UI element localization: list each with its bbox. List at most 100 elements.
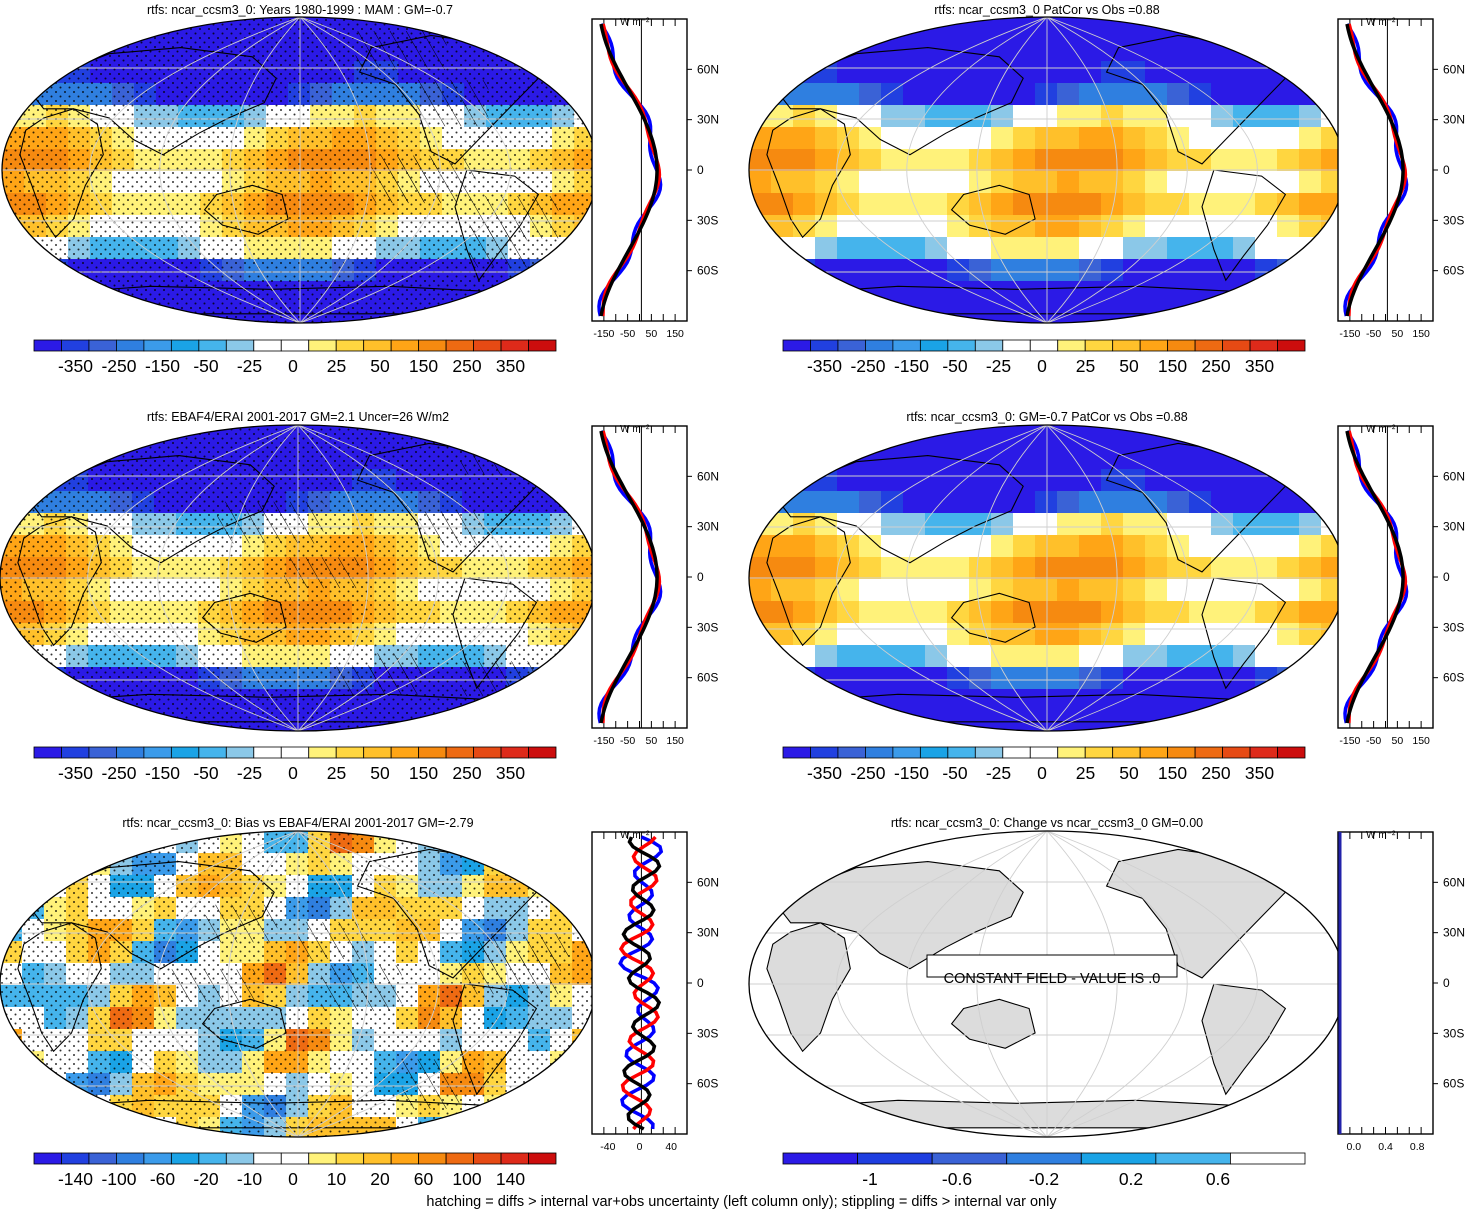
colorbar-swatch: [253, 1152, 282, 1165]
coastline: [950, 592, 1036, 643]
hatching: [460, 439, 533, 475]
colorbar-label: 50: [370, 356, 390, 376]
colorbar-label: -100: [101, 1169, 136, 1189]
colorbar-swatch: [931, 1152, 1008, 1165]
colorbar-swatch: [143, 1152, 172, 1165]
colorbar-swatch: [116, 1152, 145, 1165]
colorbar-swatch: [528, 339, 557, 352]
colorbar-swatch: [445, 746, 474, 759]
colorbar-swatch: [919, 339, 949, 352]
profile-unit-label: W m⁻²: [620, 830, 650, 841]
profile-frame: [1337, 18, 1434, 322]
colorbar-label: -150: [145, 356, 180, 376]
hatching: [168, 969, 256, 1002]
colorbar-swatch: [892, 339, 921, 352]
profile-x-label: -150: [593, 735, 614, 747]
coastline: [19, 108, 104, 239]
profile-lat-label: 30S: [1443, 620, 1464, 634]
colorbar-swatch: [308, 746, 337, 759]
colorbar-swatch: [143, 339, 172, 352]
profile-lat-label: 60S: [697, 1077, 718, 1091]
profile-frame: [1337, 425, 1434, 729]
coastline: [766, 922, 851, 1053]
profile-unit-label: W m⁻²: [1366, 17, 1396, 28]
profile-lat-label: 60N: [1443, 469, 1465, 483]
colorbar-label: -0.6: [942, 1169, 972, 1189]
profile-x-label: -40: [600, 1141, 615, 1153]
profile-x-label: 0.0: [1347, 1141, 1362, 1153]
graticule: [749, 17, 1345, 323]
colorbar-swatch: [170, 1152, 200, 1165]
coastline: [201, 998, 287, 1049]
colorbar-swatch: [308, 339, 337, 352]
colorbar-label: -25: [237, 356, 262, 376]
colorbar-label: -350: [807, 763, 842, 783]
profile-frame: [591, 425, 688, 729]
colorbar-swatch: [1029, 746, 1059, 759]
profile-lat-label: 60N: [697, 875, 719, 889]
colorbar-label: 50: [1119, 356, 1139, 376]
colorbar-label: -350: [58, 763, 93, 783]
profile-x-label: 150: [666, 735, 684, 747]
colorbar-label: -250: [850, 763, 885, 783]
profile-x-label: 150: [1412, 735, 1430, 747]
coastline: [808, 1099, 1256, 1129]
colorbar-swatch: [335, 746, 365, 759]
coastline: [808, 693, 1256, 723]
colorbar-label: 250: [1201, 763, 1230, 783]
coastline: [31, 47, 277, 156]
colorbar-swatch: [363, 339, 392, 352]
panel-title: rtfs: EBAF4/ERAI 2001-2017 GM=2.1 Uncer=…: [147, 410, 449, 424]
profile-x-label: -50: [1366, 735, 1381, 747]
panel-p6: rtfs: ncar_ccsm3_0: Change vs ncar_ccsm3…: [748, 816, 1465, 1189]
colorbar-label: 50: [1119, 763, 1139, 783]
colorbar-swatch: [170, 746, 200, 759]
colorbar-label: -50: [193, 356, 219, 376]
colorbar-swatch: [473, 1152, 502, 1165]
profile-line: [1345, 23, 1405, 317]
colorbar-label: -60: [150, 1169, 176, 1189]
colorbar-swatch: [974, 746, 1004, 759]
colorbar-swatch: [782, 746, 811, 759]
hatching: [415, 79, 489, 127]
colorbar-swatch: [198, 1152, 227, 1165]
profile-frame: [591, 18, 688, 322]
profile-x-label: 40: [665, 1141, 677, 1153]
profile-x-label: -50: [620, 735, 635, 747]
colorbar-swatch: [974, 339, 1004, 352]
colorbar-swatch: [500, 339, 529, 352]
colorbar-swatch: [1029, 339, 1059, 352]
colorbar-swatch: [390, 746, 420, 759]
colorbar-label: -25: [986, 763, 1011, 783]
profile-x-label: 150: [666, 328, 684, 340]
profile-lat-label: 0: [697, 163, 704, 177]
colorbar-label: 0: [288, 1169, 298, 1189]
colorbar-swatch: [225, 339, 255, 352]
colorbar-swatch: [280, 746, 310, 759]
colorbar-swatch: [947, 339, 976, 352]
map-fill: [749, 17, 1345, 323]
colorbar-label: 50: [370, 763, 390, 783]
colorbar-swatch: [418, 746, 447, 759]
colorbar-label: -25: [986, 356, 1011, 376]
profile-line: [618, 835, 661, 1131]
colorbar-swatch: [198, 746, 227, 759]
profile-lat-label: 0: [1443, 163, 1450, 177]
profile-lat-label: 0: [1443, 570, 1450, 584]
colorbar-swatch: [892, 746, 921, 759]
colorbar-swatch: [198, 339, 227, 352]
colorbar-swatch: [1139, 746, 1169, 759]
colorbar-swatch: [865, 339, 894, 352]
colorbar-swatch: [61, 339, 90, 352]
colorbar-label: 20: [370, 1169, 390, 1189]
colorbar-label: 0: [1037, 356, 1047, 376]
colorbar-label: -50: [193, 763, 219, 783]
colorbar-label: -140: [58, 1169, 93, 1189]
panel-p2: rtfs: ncar_ccsm3_0 PatCor vs Obs =0.88 -3…: [748, 3, 1465, 376]
coastline: [950, 998, 1036, 1049]
profile-lat-label: 60N: [1443, 875, 1465, 889]
colorbar-swatch: [143, 746, 172, 759]
colorbar-swatch: [418, 1152, 447, 1165]
colorbar-swatch: [363, 1152, 392, 1165]
colorbar-swatch: [88, 746, 117, 759]
